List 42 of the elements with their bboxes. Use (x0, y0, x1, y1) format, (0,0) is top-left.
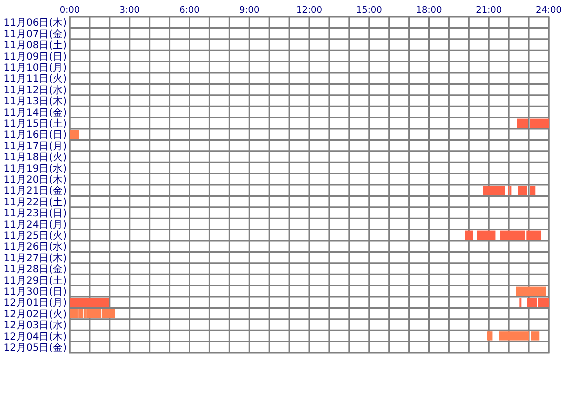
y-tick-label: 11月29日(土) (4, 274, 68, 287)
y-tick-label: 11月06日(木) (4, 17, 68, 30)
x-tick-label: 24:00 (536, 6, 562, 16)
y-tick-label: 11月20日(木) (4, 174, 68, 186)
x-tick-label: 18:00 (416, 6, 442, 16)
bar (477, 230, 496, 240)
x-tick-label: 3:00 (120, 6, 140, 16)
y-tick-label: 11月18日(火) (4, 152, 68, 164)
y-tick-label: 11月21日(金) (4, 185, 68, 198)
y-tick-label: 11月27日(木) (4, 252, 68, 264)
bar (530, 118, 549, 128)
y-tick-label: 12月04日(木) (4, 330, 68, 343)
y-tick-label: 11月19日(水) (4, 162, 68, 175)
y-tick-label: 11月15日(土) (4, 118, 68, 130)
y-tick-label: 11月07日(金) (4, 28, 68, 40)
y-tick-label: 11月08日(土) (4, 40, 68, 52)
y-tick-label: 11月23日(日) (4, 208, 68, 220)
y-tick-label: 11月17日(月) (4, 141, 68, 152)
y-tick-label: 11月28日(金) (4, 264, 68, 276)
y-tick-label: 12月01日(月) (4, 298, 68, 310)
y-tick-label: 11月24日(月) (4, 220, 68, 231)
bar (518, 186, 528, 196)
y-tick-label: 11月30日(日) (4, 287, 68, 298)
x-tick-label: 0:00 (60, 6, 80, 16)
x-tick-label: 6:00 (180, 6, 200, 16)
x-tick-label: 9:00 (240, 6, 260, 16)
y-tick-label: 11月10日(月) (4, 63, 68, 74)
y-tick-label: 11月22日(土) (4, 196, 68, 208)
y-tick-label: 11月12日(水) (4, 84, 68, 96)
y-tick-label: 11月16日(日) (4, 130, 68, 142)
y-tick-label: 11月26日(水) (4, 241, 68, 254)
x-tick-label: 21:00 (476, 6, 502, 16)
y-tick-label: 11月11日(火) (4, 73, 68, 86)
y-tick-label: 11月09日(日) (4, 52, 68, 63)
y-tick-label: 11月25日(火) (4, 230, 68, 242)
x-tick-label: 15:00 (356, 6, 383, 16)
y-tick-label: 11月13日(木) (4, 96, 68, 108)
x-tick-label: 12:00 (296, 6, 323, 16)
y-tick-label: 12月03日(水) (4, 320, 68, 332)
y-tick-label: 12月02日(火) (4, 308, 68, 320)
y-tick-label: 11月14日(金) (4, 106, 68, 119)
y-tick-label: 12月05日(金) (4, 342, 68, 354)
